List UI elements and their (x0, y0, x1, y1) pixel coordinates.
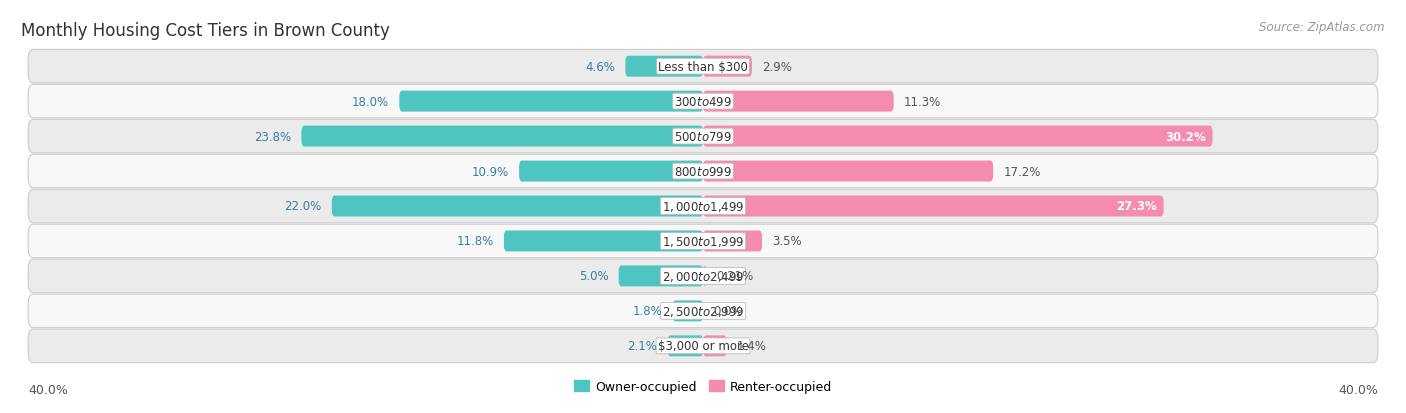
FancyBboxPatch shape (301, 126, 703, 147)
FancyBboxPatch shape (703, 335, 727, 356)
FancyBboxPatch shape (28, 85, 1378, 119)
FancyBboxPatch shape (703, 126, 1212, 147)
Text: 2.1%: 2.1% (627, 339, 658, 352)
Text: 23.8%: 23.8% (254, 130, 291, 143)
Text: 40.0%: 40.0% (1339, 384, 1378, 396)
Text: 5.0%: 5.0% (579, 270, 609, 283)
Text: $800 to $999: $800 to $999 (673, 165, 733, 178)
Text: $1,500 to $1,999: $1,500 to $1,999 (662, 235, 744, 248)
Text: 27.3%: 27.3% (1116, 200, 1157, 213)
FancyBboxPatch shape (28, 50, 1378, 84)
Text: 40.0%: 40.0% (28, 384, 67, 396)
FancyBboxPatch shape (28, 294, 1378, 328)
Text: 17.2%: 17.2% (1004, 165, 1040, 178)
Text: 18.0%: 18.0% (352, 95, 389, 108)
FancyBboxPatch shape (626, 57, 703, 78)
Text: 2.9%: 2.9% (762, 61, 792, 74)
Text: $500 to $799: $500 to $799 (673, 130, 733, 143)
Text: $300 to $499: $300 to $499 (673, 95, 733, 108)
Text: $1,000 to $1,499: $1,000 to $1,499 (662, 199, 744, 214)
FancyBboxPatch shape (703, 196, 1164, 217)
FancyBboxPatch shape (332, 196, 703, 217)
Text: 1.8%: 1.8% (633, 305, 662, 318)
Text: 11.8%: 11.8% (457, 235, 494, 248)
Text: 22.0%: 22.0% (284, 200, 322, 213)
FancyBboxPatch shape (703, 266, 707, 287)
FancyBboxPatch shape (28, 155, 1378, 188)
FancyBboxPatch shape (619, 266, 703, 287)
FancyBboxPatch shape (703, 231, 762, 252)
Text: $2,000 to $2,499: $2,000 to $2,499 (662, 269, 744, 283)
FancyBboxPatch shape (668, 335, 703, 356)
Text: Less than $300: Less than $300 (658, 61, 748, 74)
Text: 3.5%: 3.5% (772, 235, 801, 248)
FancyBboxPatch shape (28, 120, 1378, 154)
Text: Source: ZipAtlas.com: Source: ZipAtlas.com (1260, 21, 1385, 33)
Text: $2,500 to $2,999: $2,500 to $2,999 (662, 304, 744, 318)
Text: 10.9%: 10.9% (472, 165, 509, 178)
FancyBboxPatch shape (703, 91, 894, 112)
FancyBboxPatch shape (28, 225, 1378, 258)
Legend: Owner-occupied, Renter-occupied: Owner-occupied, Renter-occupied (568, 375, 838, 398)
FancyBboxPatch shape (503, 231, 703, 252)
Text: 1.4%: 1.4% (737, 339, 766, 352)
Text: 0.21%: 0.21% (717, 270, 754, 283)
FancyBboxPatch shape (28, 190, 1378, 223)
Text: 30.2%: 30.2% (1166, 130, 1206, 143)
FancyBboxPatch shape (28, 259, 1378, 293)
Text: 11.3%: 11.3% (904, 95, 941, 108)
Text: 4.6%: 4.6% (585, 61, 616, 74)
FancyBboxPatch shape (519, 161, 703, 182)
Text: $3,000 or more: $3,000 or more (658, 339, 748, 352)
Text: 0.0%: 0.0% (713, 305, 742, 318)
FancyBboxPatch shape (28, 329, 1378, 363)
FancyBboxPatch shape (399, 91, 703, 112)
Text: Monthly Housing Cost Tiers in Brown County: Monthly Housing Cost Tiers in Brown Coun… (21, 22, 391, 40)
FancyBboxPatch shape (672, 301, 703, 322)
FancyBboxPatch shape (703, 57, 752, 78)
FancyBboxPatch shape (703, 161, 993, 182)
